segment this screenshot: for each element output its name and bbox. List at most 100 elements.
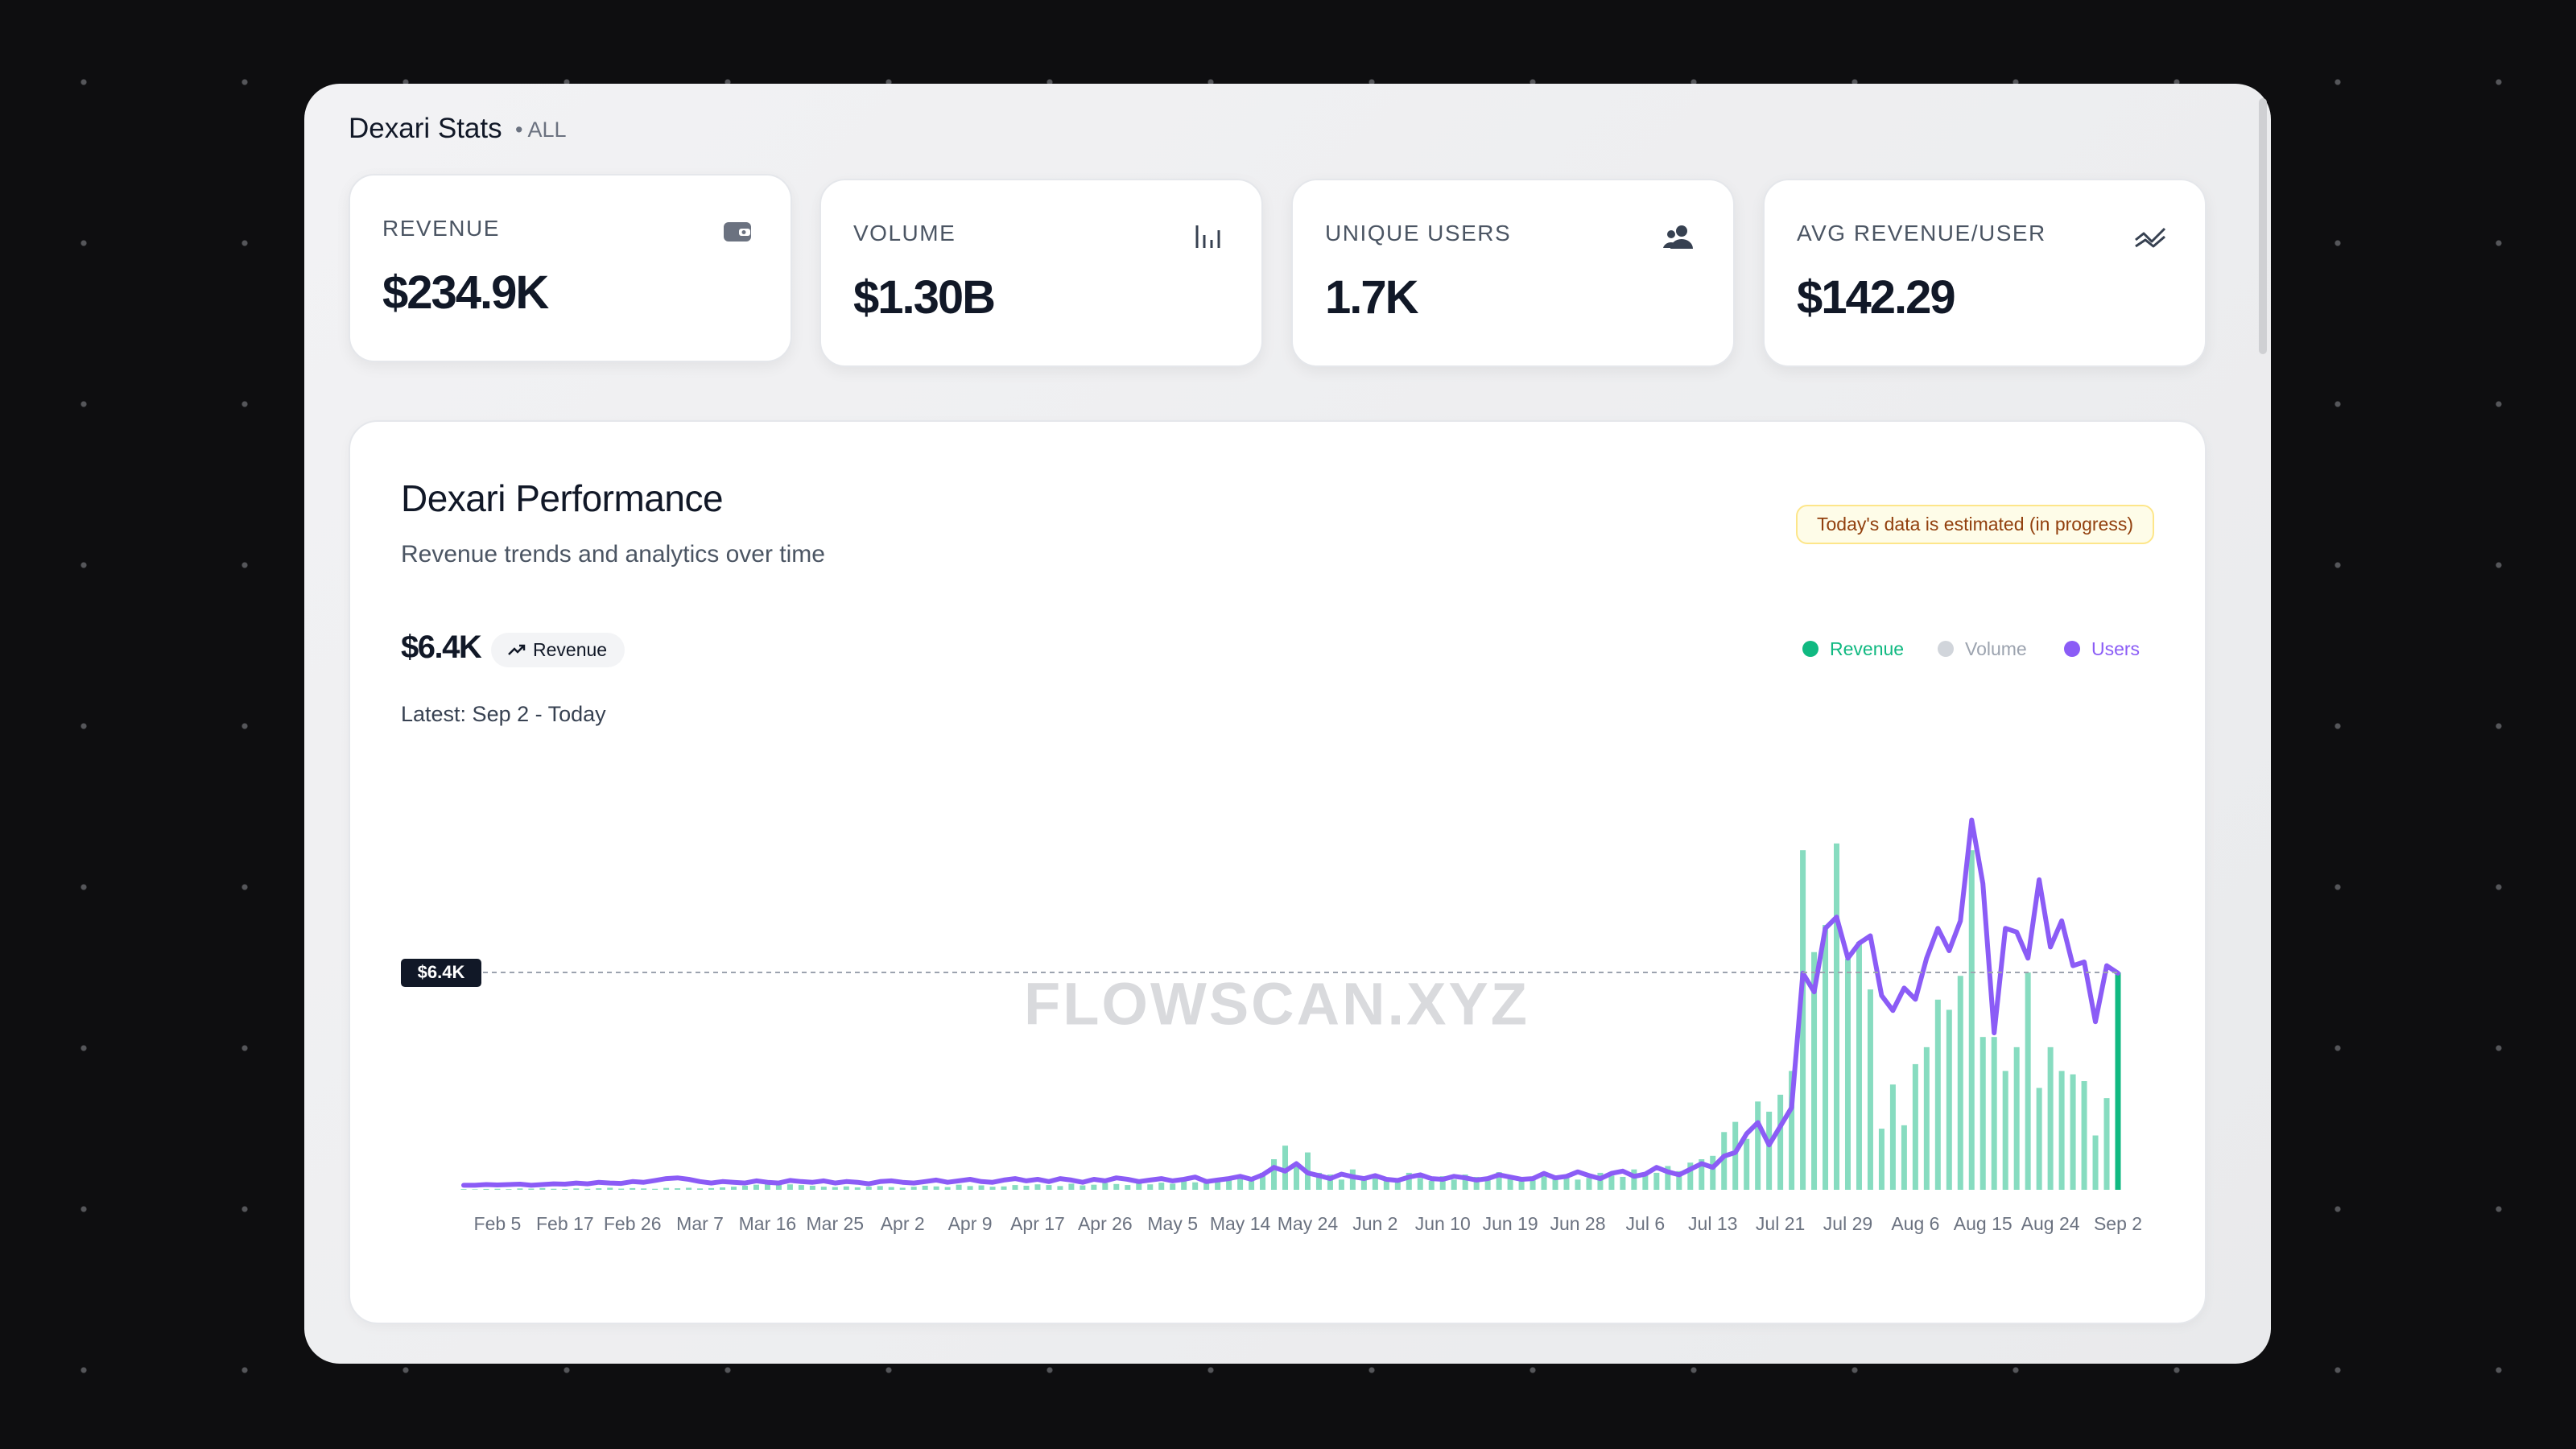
x-tick-label: Mar 25 bbox=[807, 1213, 865, 1234]
bar bbox=[1889, 1084, 1896, 1190]
bar bbox=[1665, 1166, 1671, 1190]
x-tick-label: Jul 13 bbox=[1688, 1213, 1737, 1234]
estimate-badge: Today's data is estimated (in progress) bbox=[1796, 505, 2154, 544]
bar bbox=[1676, 1170, 1682, 1190]
bar bbox=[1226, 1178, 1232, 1190]
bar bbox=[1012, 1185, 1018, 1190]
bar bbox=[775, 1183, 782, 1190]
bar bbox=[1451, 1179, 1457, 1190]
bar bbox=[1563, 1175, 1570, 1190]
bar bbox=[1687, 1162, 1694, 1190]
bar bbox=[1023, 1185, 1030, 1190]
bar bbox=[1631, 1169, 1637, 1190]
bar bbox=[1507, 1176, 1513, 1190]
bar bbox=[1934, 999, 1941, 1190]
bars-icon bbox=[1195, 225, 1220, 248]
bar bbox=[1789, 1071, 1795, 1190]
bar bbox=[1518, 1180, 1525, 1190]
bar bbox=[1575, 1179, 1581, 1190]
stat-card[interactable]: VOLUME $1.30B bbox=[819, 179, 1263, 367]
bar bbox=[1170, 1183, 1176, 1190]
bar bbox=[1271, 1159, 1278, 1190]
x-tick-label: Mar 16 bbox=[739, 1213, 797, 1234]
bar bbox=[1215, 1181, 1221, 1190]
bar bbox=[517, 1188, 523, 1190]
bar bbox=[820, 1187, 827, 1190]
bar bbox=[1113, 1183, 1120, 1190]
stat-label: VOLUME bbox=[853, 221, 956, 246]
bar bbox=[1046, 1185, 1052, 1190]
stat-card[interactable]: REVENUE $234.9K bbox=[349, 174, 792, 362]
current-value: $6.4K bbox=[401, 630, 482, 665]
x-tick-label: Jul 21 bbox=[1756, 1213, 1805, 1234]
bar bbox=[989, 1187, 996, 1190]
bar bbox=[1349, 1169, 1356, 1190]
bar bbox=[1315, 1172, 1322, 1190]
bar bbox=[731, 1187, 737, 1190]
metric-pill[interactable]: Revenue bbox=[491, 633, 625, 667]
legend-dot bbox=[2064, 641, 2080, 657]
bar bbox=[1620, 1176, 1626, 1190]
bar bbox=[652, 1188, 658, 1190]
bar bbox=[1203, 1179, 1210, 1190]
bar bbox=[1484, 1179, 1491, 1190]
bar bbox=[2047, 1046, 2054, 1190]
panel-subtitle: Revenue trends and analytics over time bbox=[401, 541, 825, 568]
wallet-icon bbox=[724, 222, 751, 242]
bar bbox=[922, 1185, 928, 1190]
stat-card[interactable]: AVG REVENUE/USER $142.29 bbox=[1763, 179, 2207, 367]
x-tick-label: May 14 bbox=[1210, 1213, 1271, 1234]
bar bbox=[741, 1185, 748, 1190]
bar bbox=[1721, 1132, 1728, 1190]
bar bbox=[978, 1185, 985, 1190]
bar bbox=[1125, 1185, 1131, 1190]
bar bbox=[1417, 1178, 1423, 1190]
bar bbox=[1699, 1159, 1705, 1190]
x-tick-label: Apr 9 bbox=[948, 1213, 993, 1234]
bar bbox=[1912, 1063, 1918, 1190]
legend-label: Revenue bbox=[1830, 638, 1904, 659]
header-scope[interactable]: • ALL bbox=[515, 118, 567, 142]
bar bbox=[956, 1184, 962, 1190]
bar bbox=[1968, 850, 1975, 1190]
bar bbox=[1811, 952, 1818, 1190]
bar bbox=[1946, 1009, 1952, 1190]
x-tick-label: Jun 19 bbox=[1483, 1213, 1538, 1234]
bar bbox=[933, 1186, 939, 1190]
reference-tag bbox=[401, 959, 481, 988]
bar bbox=[1001, 1186, 1007, 1190]
bar bbox=[1496, 1172, 1502, 1190]
bar bbox=[573, 1188, 580, 1190]
scrollbar[interactable] bbox=[2259, 98, 2267, 354]
bar bbox=[1282, 1146, 1289, 1190]
bar bbox=[786, 1184, 793, 1190]
bar bbox=[2036, 1088, 2042, 1190]
bar bbox=[888, 1187, 894, 1190]
bar bbox=[1710, 1155, 1716, 1190]
bar bbox=[1991, 1037, 1997, 1190]
x-tick-label: Aug 15 bbox=[1954, 1213, 2013, 1234]
bar bbox=[1979, 1037, 1986, 1190]
bar bbox=[944, 1187, 951, 1190]
stat-value: $234.9K bbox=[382, 266, 549, 319]
bar bbox=[506, 1189, 512, 1190]
bar bbox=[2115, 972, 2121, 1190]
x-tick-label: Aug 24 bbox=[2021, 1213, 2080, 1234]
bar bbox=[832, 1187, 838, 1190]
bar bbox=[1068, 1183, 1075, 1190]
x-tick-label: Jul 6 bbox=[1626, 1213, 1666, 1234]
bar bbox=[630, 1187, 636, 1190]
x-tick-label: Feb 26 bbox=[604, 1213, 662, 1234]
stat-card[interactable]: UNIQUE USERS 1.7K bbox=[1291, 179, 1735, 367]
bar bbox=[1249, 1176, 1255, 1190]
bar bbox=[1158, 1183, 1165, 1190]
bar bbox=[843, 1186, 849, 1190]
bar bbox=[1260, 1172, 1266, 1190]
bar bbox=[596, 1188, 602, 1190]
metric-label: Revenue bbox=[533, 639, 608, 660]
legend-label: Users bbox=[2091, 638, 2140, 659]
x-tick-label: Feb 5 bbox=[474, 1213, 522, 1234]
x-tick-label: Jul 29 bbox=[1823, 1213, 1872, 1234]
